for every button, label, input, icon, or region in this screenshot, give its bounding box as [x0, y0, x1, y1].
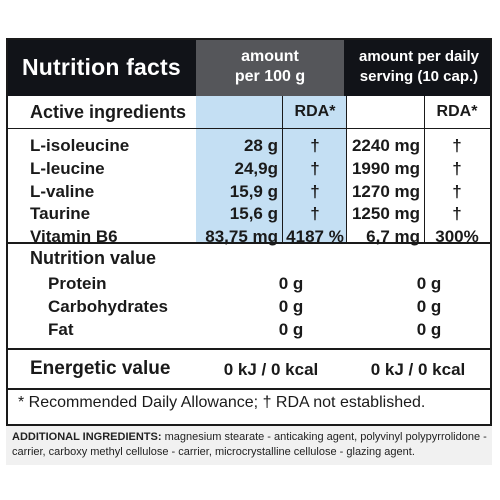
divider: [8, 348, 490, 350]
additional-ingredients-list: magnesium stearate - anticaking agent, p…: [12, 431, 487, 458]
ingredient-rda-per-100g: †: [310, 136, 320, 155]
nutrition-heading: Nutrition value: [30, 248, 157, 268]
header-per-serving-line1: amount per daily: [358, 48, 480, 65]
divider: [8, 388, 490, 390]
grid-line: [424, 96, 425, 242]
energy-per-serving: 0 kJ / 0 kcal: [370, 360, 466, 379]
ingredient-per-serving: 1250 mg: [351, 204, 420, 224]
ingredient-rda-per-serving: †: [452, 136, 462, 155]
nutrition-facts-panel: Nutrition facts amount per 100 g amount …: [6, 38, 492, 465]
ingredient-per-serving: 1270 mg: [351, 181, 420, 201]
table-header: Nutrition facts amount per 100 g amount …: [8, 40, 490, 96]
ingredient-per-100g: 28 g: [243, 136, 278, 155]
energy-per-100g: 0 kJ / 0 kcal: [223, 360, 319, 379]
additional-ingredients-label: ADDITIONAL INGREDIENTS:: [12, 431, 162, 443]
ingredient-rda-per-100g: †: [310, 181, 320, 201]
ingredient-rda-per-serving: †: [452, 158, 462, 178]
ingredient-per-serving: 1990 mg: [351, 158, 420, 178]
grid-line: [282, 96, 283, 242]
nutrient-name: Fat: [48, 320, 74, 339]
additional-ingredients-text: ADDITIONAL INGREDIENTS: magnesium steara…: [12, 430, 490, 460]
ingredient-per-100g: 24,9g: [234, 158, 278, 178]
ingredient-rda-per-100g: †: [310, 204, 320, 224]
nutrient-per-serving: 0 g: [416, 297, 442, 316]
grid-line: [346, 96, 347, 242]
ingredient-rda-per-100g: 4187 %: [286, 227, 344, 247]
ingredient-name: Vitamin B6: [30, 227, 118, 247]
nutrient-per-serving: 0 g: [416, 320, 442, 339]
nutrient-name: Protein: [48, 274, 107, 293]
ingredient-name: L-isoleucine: [30, 136, 130, 155]
ingredient-per-100g: 15,9 g: [229, 181, 278, 201]
ingredient-rda-per-serving: †: [452, 204, 462, 224]
header-per-100g-line1: amount: [241, 48, 299, 65]
additional-ingredients: ADDITIONAL INGREDIENTS: magnesium steara…: [6, 424, 492, 465]
per-100g-highlight: [196, 96, 346, 242]
ingredient-per-serving: 2240 mg: [351, 136, 420, 155]
energy-label: Energetic value: [30, 358, 171, 379]
header-per-100g-line2: per 100 g: [234, 68, 306, 85]
ingredient-rda-per-serving: 300%: [435, 227, 479, 247]
table-title: Nutrition facts: [22, 54, 181, 80]
ingredient-name: L-leucine: [30, 158, 105, 178]
ingredient-per-100g: 83,75 mg: [205, 227, 278, 247]
active-heading: Active ingredients: [30, 102, 187, 122]
ingredient-per-100g: 15,6 g: [229, 204, 278, 224]
ingredient-rda-per-100g: †: [310, 158, 320, 178]
nutrient-per-100g: 0 g: [278, 297, 304, 316]
ingredient-per-serving: 6,7 mg: [366, 227, 420, 247]
rda-footnote: * Recommended Daily Allowance; † RDA not…: [18, 394, 426, 411]
header-per-100g: amount per 100 g: [196, 40, 344, 96]
nutrient-per-100g: 0 g: [278, 274, 304, 293]
rda-label-per-serving: RDA*: [436, 103, 478, 120]
divider: [8, 242, 490, 244]
ingredient-name: L-valine: [30, 181, 95, 201]
nutrient-per-100g: 0 g: [278, 320, 304, 339]
nutrient-per-serving: 0 g: [416, 274, 442, 293]
nutrient-name: Carbohydrates: [48, 297, 168, 316]
header-per-serving-line2: serving (10 cap.): [359, 68, 479, 85]
ingredient-name: Taurine: [30, 204, 91, 224]
ingredient-rda-per-serving: †: [452, 181, 462, 201]
divider: [8, 128, 490, 129]
rda-label-per-100g: RDA*: [294, 103, 336, 120]
